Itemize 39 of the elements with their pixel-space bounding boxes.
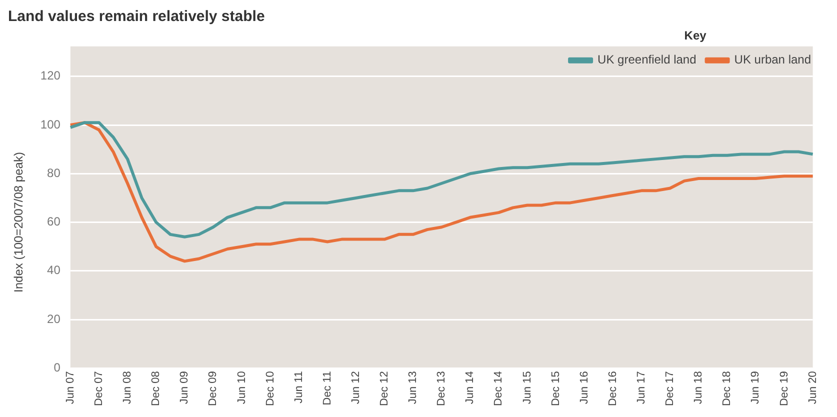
y-tick-label: 80 bbox=[47, 166, 61, 180]
legend-label: UK urban land bbox=[734, 52, 811, 67]
x-tick-label: Jun 09 bbox=[178, 371, 191, 404]
legend-label: UK greenfield land bbox=[598, 52, 696, 67]
x-tick-label: Dec 14 bbox=[492, 371, 505, 406]
x-tick-label: Jun 12 bbox=[350, 371, 362, 404]
x-tick-label: Jun 14 bbox=[464, 371, 476, 404]
x-tick-label: Jun 11 bbox=[292, 371, 305, 404]
x-tick-label: Jun 17 bbox=[636, 371, 648, 404]
x-tick-label: Jun 19 bbox=[750, 371, 762, 404]
y-tick-label: 60 bbox=[47, 214, 61, 229]
x-tick-label: Jun 18 bbox=[692, 371, 705, 404]
x-tick-label: Jun 07 bbox=[64, 371, 76, 404]
x-tick-label: Dec 07 bbox=[93, 371, 106, 406]
y-tick-label: 100 bbox=[40, 117, 61, 132]
x-tick-label: Dec 09 bbox=[207, 371, 220, 406]
x-tick-label: Dec 13 bbox=[436, 371, 448, 406]
x-tick-label: Dec 18 bbox=[721, 371, 734, 406]
y-axis-title: Index (100=2007/08 peak) bbox=[12, 152, 26, 292]
x-tick-label: Dec 11 bbox=[321, 371, 334, 406]
x-tick-label: Jun 13 bbox=[407, 371, 420, 404]
x-tick-label: Jun 08 bbox=[122, 371, 134, 404]
x-tick-label: Dec 08 bbox=[150, 371, 162, 406]
chart-title: Land values remain relatively stable bbox=[8, 8, 265, 26]
x-tick-label: Dec 19 bbox=[778, 371, 790, 406]
x-tick-label: Jun 10 bbox=[236, 371, 248, 404]
x-tick-label: Dec 17 bbox=[664, 371, 676, 406]
y-tick-label: 20 bbox=[47, 312, 61, 326]
x-tick-label: Dec 15 bbox=[550, 371, 562, 406]
x-tick-label: Dec 10 bbox=[264, 371, 276, 406]
x-tick-label: Jun 15 bbox=[521, 371, 534, 404]
legend-title: Key bbox=[684, 28, 707, 42]
y-tick-label: 120 bbox=[40, 68, 61, 83]
x-tick-label: Dec 16 bbox=[606, 371, 619, 406]
y-tick-label: 40 bbox=[47, 263, 61, 278]
x-tick-label: Jun 20 bbox=[806, 371, 819, 404]
x-tick-label: Jun 16 bbox=[578, 371, 590, 404]
y-tick-label: 0 bbox=[54, 360, 61, 374]
x-tick-label: Dec 12 bbox=[378, 371, 391, 406]
